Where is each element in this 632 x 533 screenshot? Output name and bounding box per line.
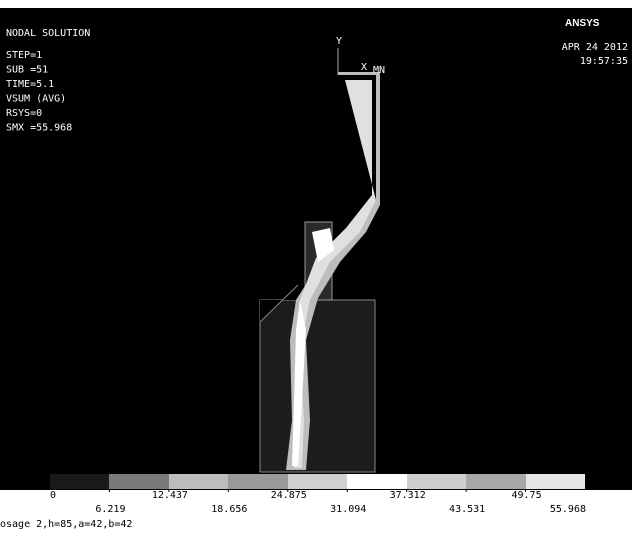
legend-label: 12.437 [152, 490, 188, 501]
legend-label: 43.531 [449, 504, 485, 515]
legend-swatch [50, 474, 109, 489]
logo: ANSYS [565, 18, 600, 29]
header-line: TIME=5.1 [6, 79, 54, 90]
legend-swatch [109, 474, 169, 489]
y-axis-label: Y [336, 36, 342, 47]
legend-swatch [407, 474, 466, 489]
date: APR 24 2012 [562, 42, 628, 53]
time: 19:57:35 [580, 56, 628, 67]
legend-label: 31.094 [330, 504, 366, 515]
legend-swatch [288, 474, 347, 489]
header-line: VSUM (AVG) [6, 94, 66, 105]
min-label: MN [373, 65, 385, 76]
legend-swatch [347, 474, 407, 489]
legend-label: 24.875 [271, 490, 307, 501]
header-line: SUB =51 [6, 65, 48, 76]
legend-label: 0 [50, 490, 56, 501]
legend-swatch [228, 474, 288, 489]
legend-label: 6.219 [95, 504, 125, 515]
x-axis-label: X [361, 62, 367, 73]
header-line: SMX =55.968 [6, 123, 72, 134]
header-line: RSYS=0 [6, 108, 42, 119]
legend-label: 37.312 [390, 490, 426, 501]
legend-swatch [466, 474, 526, 489]
ansys-screen: NODAL SOLUTION ANSYS APR 24 2012 19:57:3… [0, 0, 632, 533]
legend-label: 55.968 [550, 504, 586, 515]
caption: osage 2,h=85,a=42,b=42 [0, 519, 132, 530]
legend-swatch [526, 474, 585, 489]
lower-block [260, 300, 375, 472]
legend-label: 49.75 [512, 490, 542, 501]
legend-bar [50, 474, 585, 489]
legend-swatch [169, 474, 228, 489]
header-line: STEP=1 [6, 50, 42, 61]
legend-label: 18.656 [211, 504, 247, 515]
solution-title: NODAL SOLUTION [6, 28, 90, 39]
